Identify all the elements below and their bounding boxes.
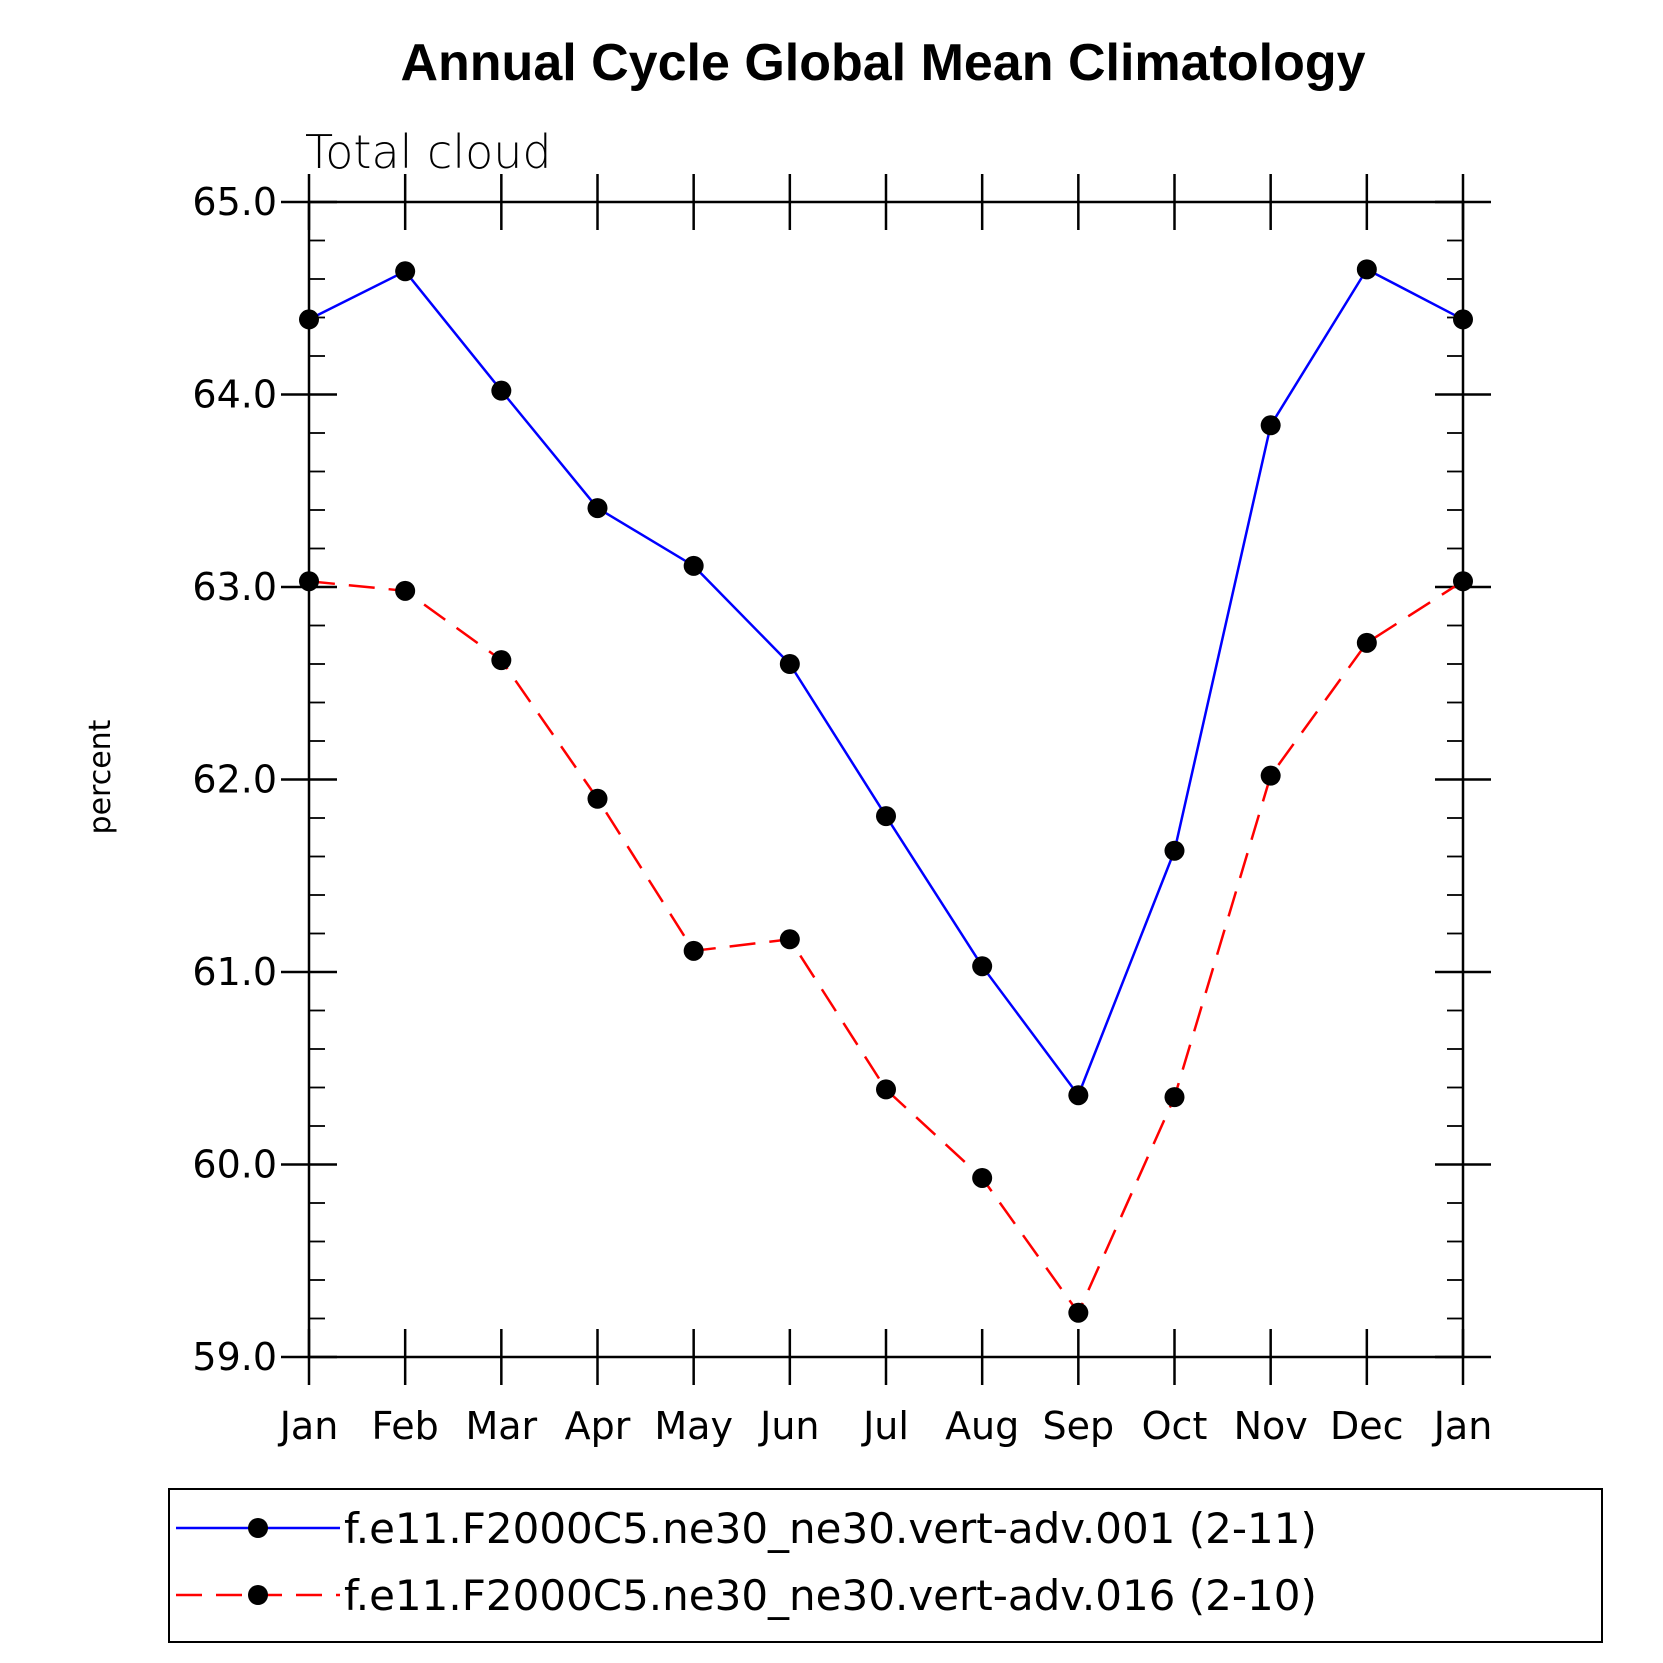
series-1-point	[395, 261, 416, 282]
legend-label-2: f.e11.F2000C5.ne30_ne30.vert-adv.016 (2-…	[344, 1571, 1317, 1620]
legend: f.e11.F2000C5.ne30_ne30.vert-adv.001 (2-…	[168, 1488, 1603, 1643]
legend-label-1: f.e11.F2000C5.ne30_ne30.vert-adv.001 (2-…	[344, 1504, 1317, 1553]
x-tick-label: May	[654, 1404, 733, 1448]
series-1-point	[683, 555, 704, 576]
chart-subtitle: Total cloud	[305, 125, 552, 179]
x-tick-label: Sep	[1043, 1404, 1115, 1448]
legend-marker-1	[248, 1518, 268, 1538]
x-tick-label: Aug	[945, 1404, 1019, 1448]
y-tick-label: 60.0	[192, 1143, 277, 1187]
y-tick-label: 63.0	[192, 565, 277, 609]
series-1-point	[491, 380, 512, 401]
legend-marker-2	[248, 1585, 268, 1605]
x-tick-label: Jul	[861, 1404, 909, 1448]
y-tick-label: 59.0	[192, 1335, 277, 1379]
x-tick-label: Jan	[278, 1404, 339, 1448]
series-2-point	[1260, 765, 1281, 786]
series-1-point	[779, 654, 800, 674]
series-2-point	[779, 929, 800, 950]
series-2-point	[972, 1167, 993, 1188]
series-2-point	[1164, 1087, 1185, 1108]
x-tick-label: Jun	[758, 1404, 819, 1448]
y-tick-label: 62.0	[192, 758, 277, 802]
series-1-point	[1356, 259, 1377, 280]
series-2-point	[395, 580, 416, 601]
legend-items: f.e11.F2000C5.ne30_ne30.vert-adv.001 (2-…	[176, 1504, 1317, 1620]
axis-ticks	[281, 174, 1491, 1385]
series-2-point	[683, 940, 704, 961]
series-line-2	[308, 579, 1464, 1316]
x-tick-label: Oct	[1142, 1404, 1208, 1448]
series-1-point	[1068, 1085, 1089, 1106]
series-1-point	[1260, 415, 1281, 436]
x-tick-labels: Jan Feb Mar Apr May Jun Jul Aug Sep Oct Nov Dec Jan	[278, 1404, 1493, 1448]
series-2-point	[587, 788, 608, 809]
plot-frame	[307, 200, 1465, 1359]
y-axis-label: percent	[83, 719, 118, 834]
x-tick-label: Jan	[1432, 1404, 1493, 1448]
x-tick-label: Dec	[1330, 1404, 1404, 1448]
y-tick-label: 64.0	[192, 373, 277, 417]
chart-title: Annual Cycle Global Mean Climatology	[400, 34, 1365, 92]
series-2-point	[491, 650, 512, 671]
series-1-point	[972, 956, 993, 977]
series-2-point	[876, 1079, 896, 1100]
series-layer	[299, 259, 1473, 1323]
x-tick-label: Feb	[372, 1404, 439, 1448]
series-2-point	[1068, 1302, 1089, 1323]
series-1-point	[1164, 840, 1185, 861]
y-tick-label: 61.0	[192, 950, 277, 994]
series-1-point	[876, 806, 896, 827]
series-2-point	[1356, 632, 1377, 653]
series-line-1	[308, 267, 1464, 1098]
x-tick-label: Nov	[1234, 1404, 1308, 1448]
legend-box	[168, 1488, 1603, 1643]
series-1-point	[587, 498, 608, 519]
x-tick-label: Apr	[565, 1404, 631, 1448]
x-tick-label: Mar	[465, 1404, 537, 1448]
y-tick-labels: 59.0 60.0 61.0 62.0 63.0 64.0 65.0	[192, 180, 277, 1379]
y-tick-label: 65.0	[192, 180, 277, 224]
